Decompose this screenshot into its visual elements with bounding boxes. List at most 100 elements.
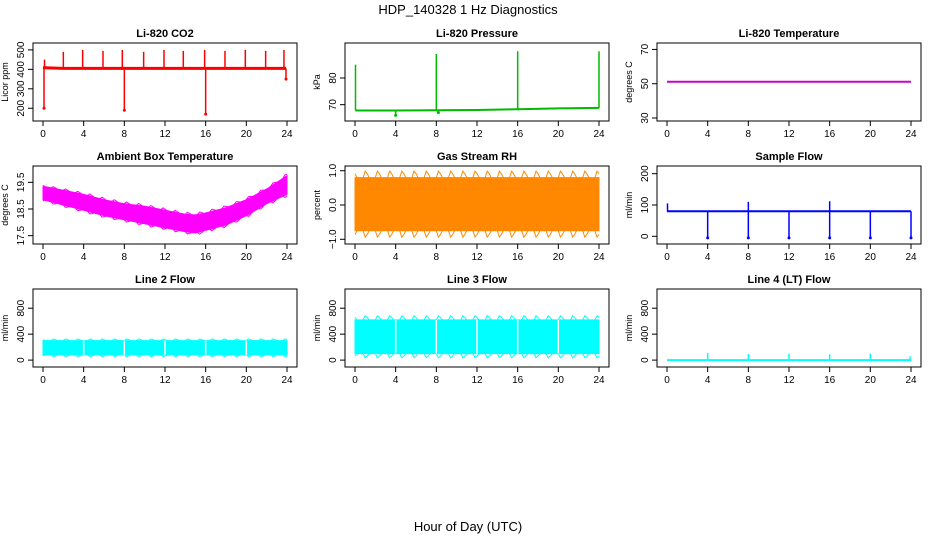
y-tick-label: 0 (640, 357, 651, 363)
series-line (355, 106, 600, 112)
x-tick-label: 4 (705, 252, 711, 263)
x-tick-label: 8 (122, 129, 128, 140)
x-tick-label: 12 (783, 252, 795, 263)
panel-li-820-temperature: Li-820 Temperature degrees C 0 4 8 12 16 20 24 30… (624, 28, 922, 140)
x-tick-label: 24 (905, 129, 917, 140)
x-tick-label: 12 (783, 375, 795, 386)
y-axis-label: Licor ppm (0, 62, 10, 102)
series-dip-point (42, 106, 46, 110)
panel-line-3-flow: Line 3 Flow ml/min 0 4 8 12 16 20 24 0 400 800 (312, 274, 610, 386)
y-tick-label: 400 (16, 325, 27, 342)
x-tick-label: 24 (281, 375, 293, 386)
y-tick-label: 0 (16, 357, 27, 363)
y-axis-label: kPa (312, 74, 322, 90)
panel-li-820-co2: Li-820 CO2 Licor ppm 0 4 8 12 16 20 24 200 300 400 5… (0, 28, 298, 140)
y-tick-label: 0.0 (328, 198, 339, 212)
y-axis-label: percent (312, 189, 322, 220)
y-axis-label: ml/min (0, 315, 10, 342)
x-tick-label: 16 (512, 252, 524, 263)
panel-title: Sample Flow (755, 151, 823, 163)
x-tick-label: 8 (122, 375, 128, 386)
x-tick-label: 20 (241, 129, 253, 140)
x-tick-label: 4 (81, 252, 87, 263)
x-tick-label: 0 (40, 129, 46, 140)
y-tick-label: 100 (640, 196, 651, 213)
y-tick-label: −1.0 (328, 229, 339, 249)
x-tick-label: 12 (159, 129, 171, 140)
y-tick-label: 0 (640, 233, 651, 239)
panel-sample-flow: Sample Flow ml/min 0 4 8 12 16 20 24 0 100 200 (624, 151, 922, 263)
x-tick-label: 8 (122, 252, 128, 263)
x-tick-label: 8 (746, 375, 752, 386)
x-tick-label: 24 (593, 129, 605, 140)
x-tick-label: 0 (664, 375, 670, 386)
series-dip-point (828, 236, 832, 240)
y-tick-label: 70 (328, 99, 339, 111)
y-tick-label: 400 (328, 325, 339, 342)
x-tick-label: 4 (81, 129, 87, 140)
series-upper-edge (42, 173, 288, 218)
plot-frame (32, 42, 298, 122)
x-tick-label: 20 (865, 252, 877, 263)
x-tick-label: 8 (434, 129, 440, 140)
series-dip-point (436, 111, 440, 115)
x-tick-label: 12 (159, 252, 171, 263)
panel-li-820-pressure: Li-820 Pressure kPa 0 4 8 12 16 20 24 70 80 (312, 28, 610, 140)
y-tick-label: 400 (640, 325, 651, 342)
y-tick-label: 400 (16, 61, 27, 78)
figure-x-axis-label: Hour of Day (UTC) (413, 519, 523, 534)
y-tick-label: 500 (16, 41, 27, 58)
series-dip-point (284, 77, 288, 81)
x-tick-label: 16 (200, 252, 212, 263)
x-tick-label: 4 (393, 129, 399, 140)
panel-title: Line 4 (LT) Flow (748, 274, 831, 286)
x-tick-label: 0 (664, 252, 670, 263)
x-tick-label: 4 (705, 375, 711, 386)
figure-title: HDP_140328 1 Hz Diagnostics (378, 2, 558, 17)
panel-line-4-lt-flow: Line 4 (LT) Flow ml/min 0 4 8 12 16 20 24 0 400 800 (624, 274, 922, 386)
x-tick-label: 20 (865, 375, 877, 386)
y-tick-label: 30 (640, 112, 651, 124)
panel-title: Line 3 Flow (447, 274, 507, 286)
y-tick-label: 200 (640, 165, 651, 182)
x-tick-label: 0 (40, 375, 46, 386)
x-tick-label: 4 (705, 129, 711, 140)
x-tick-label: 20 (553, 252, 565, 263)
y-tick-label: 0 (328, 357, 339, 363)
series-band (42, 174, 288, 234)
y-axis-label: ml/min (624, 192, 634, 219)
x-tick-label: 24 (593, 375, 605, 386)
x-tick-label: 8 (434, 252, 440, 263)
y-axis-label: ml/min (312, 315, 322, 342)
x-tick-label: 24 (905, 252, 917, 263)
x-tick-label: 0 (352, 252, 358, 263)
x-tick-label: 4 (393, 375, 399, 386)
x-tick-label: 20 (553, 375, 565, 386)
x-tick-label: 4 (393, 252, 399, 263)
x-tick-label: 12 (471, 375, 483, 386)
x-tick-label: 12 (471, 252, 483, 263)
series-dip-point (868, 236, 872, 240)
y-tick-label: 1.0 (328, 163, 339, 177)
x-tick-label: 16 (512, 129, 524, 140)
x-tick-label: 16 (200, 129, 212, 140)
panel-title: Li-820 Temperature (739, 28, 840, 40)
x-tick-label: 0 (664, 129, 670, 140)
x-tick-label: 20 (865, 129, 877, 140)
x-tick-label: 20 (241, 252, 253, 263)
x-tick-label: 16 (512, 375, 524, 386)
y-tick-label: 17.5 (16, 225, 27, 245)
y-tick-label: 19.5 (16, 172, 27, 192)
panel-title: Line 2 Flow (135, 274, 195, 286)
series-lower-edge (354, 223, 600, 239)
series-dip-point (394, 113, 398, 117)
series-lower-edge (42, 194, 288, 235)
x-tick-label: 24 (905, 375, 917, 386)
y-tick-label: 800 (16, 299, 27, 316)
panel-title: Li-820 Pressure (436, 28, 518, 40)
x-tick-label: 16 (824, 252, 836, 263)
y-tick-label: 300 (16, 80, 27, 97)
series-upper-edge (354, 170, 600, 185)
y-tick-label: 800 (328, 299, 339, 316)
